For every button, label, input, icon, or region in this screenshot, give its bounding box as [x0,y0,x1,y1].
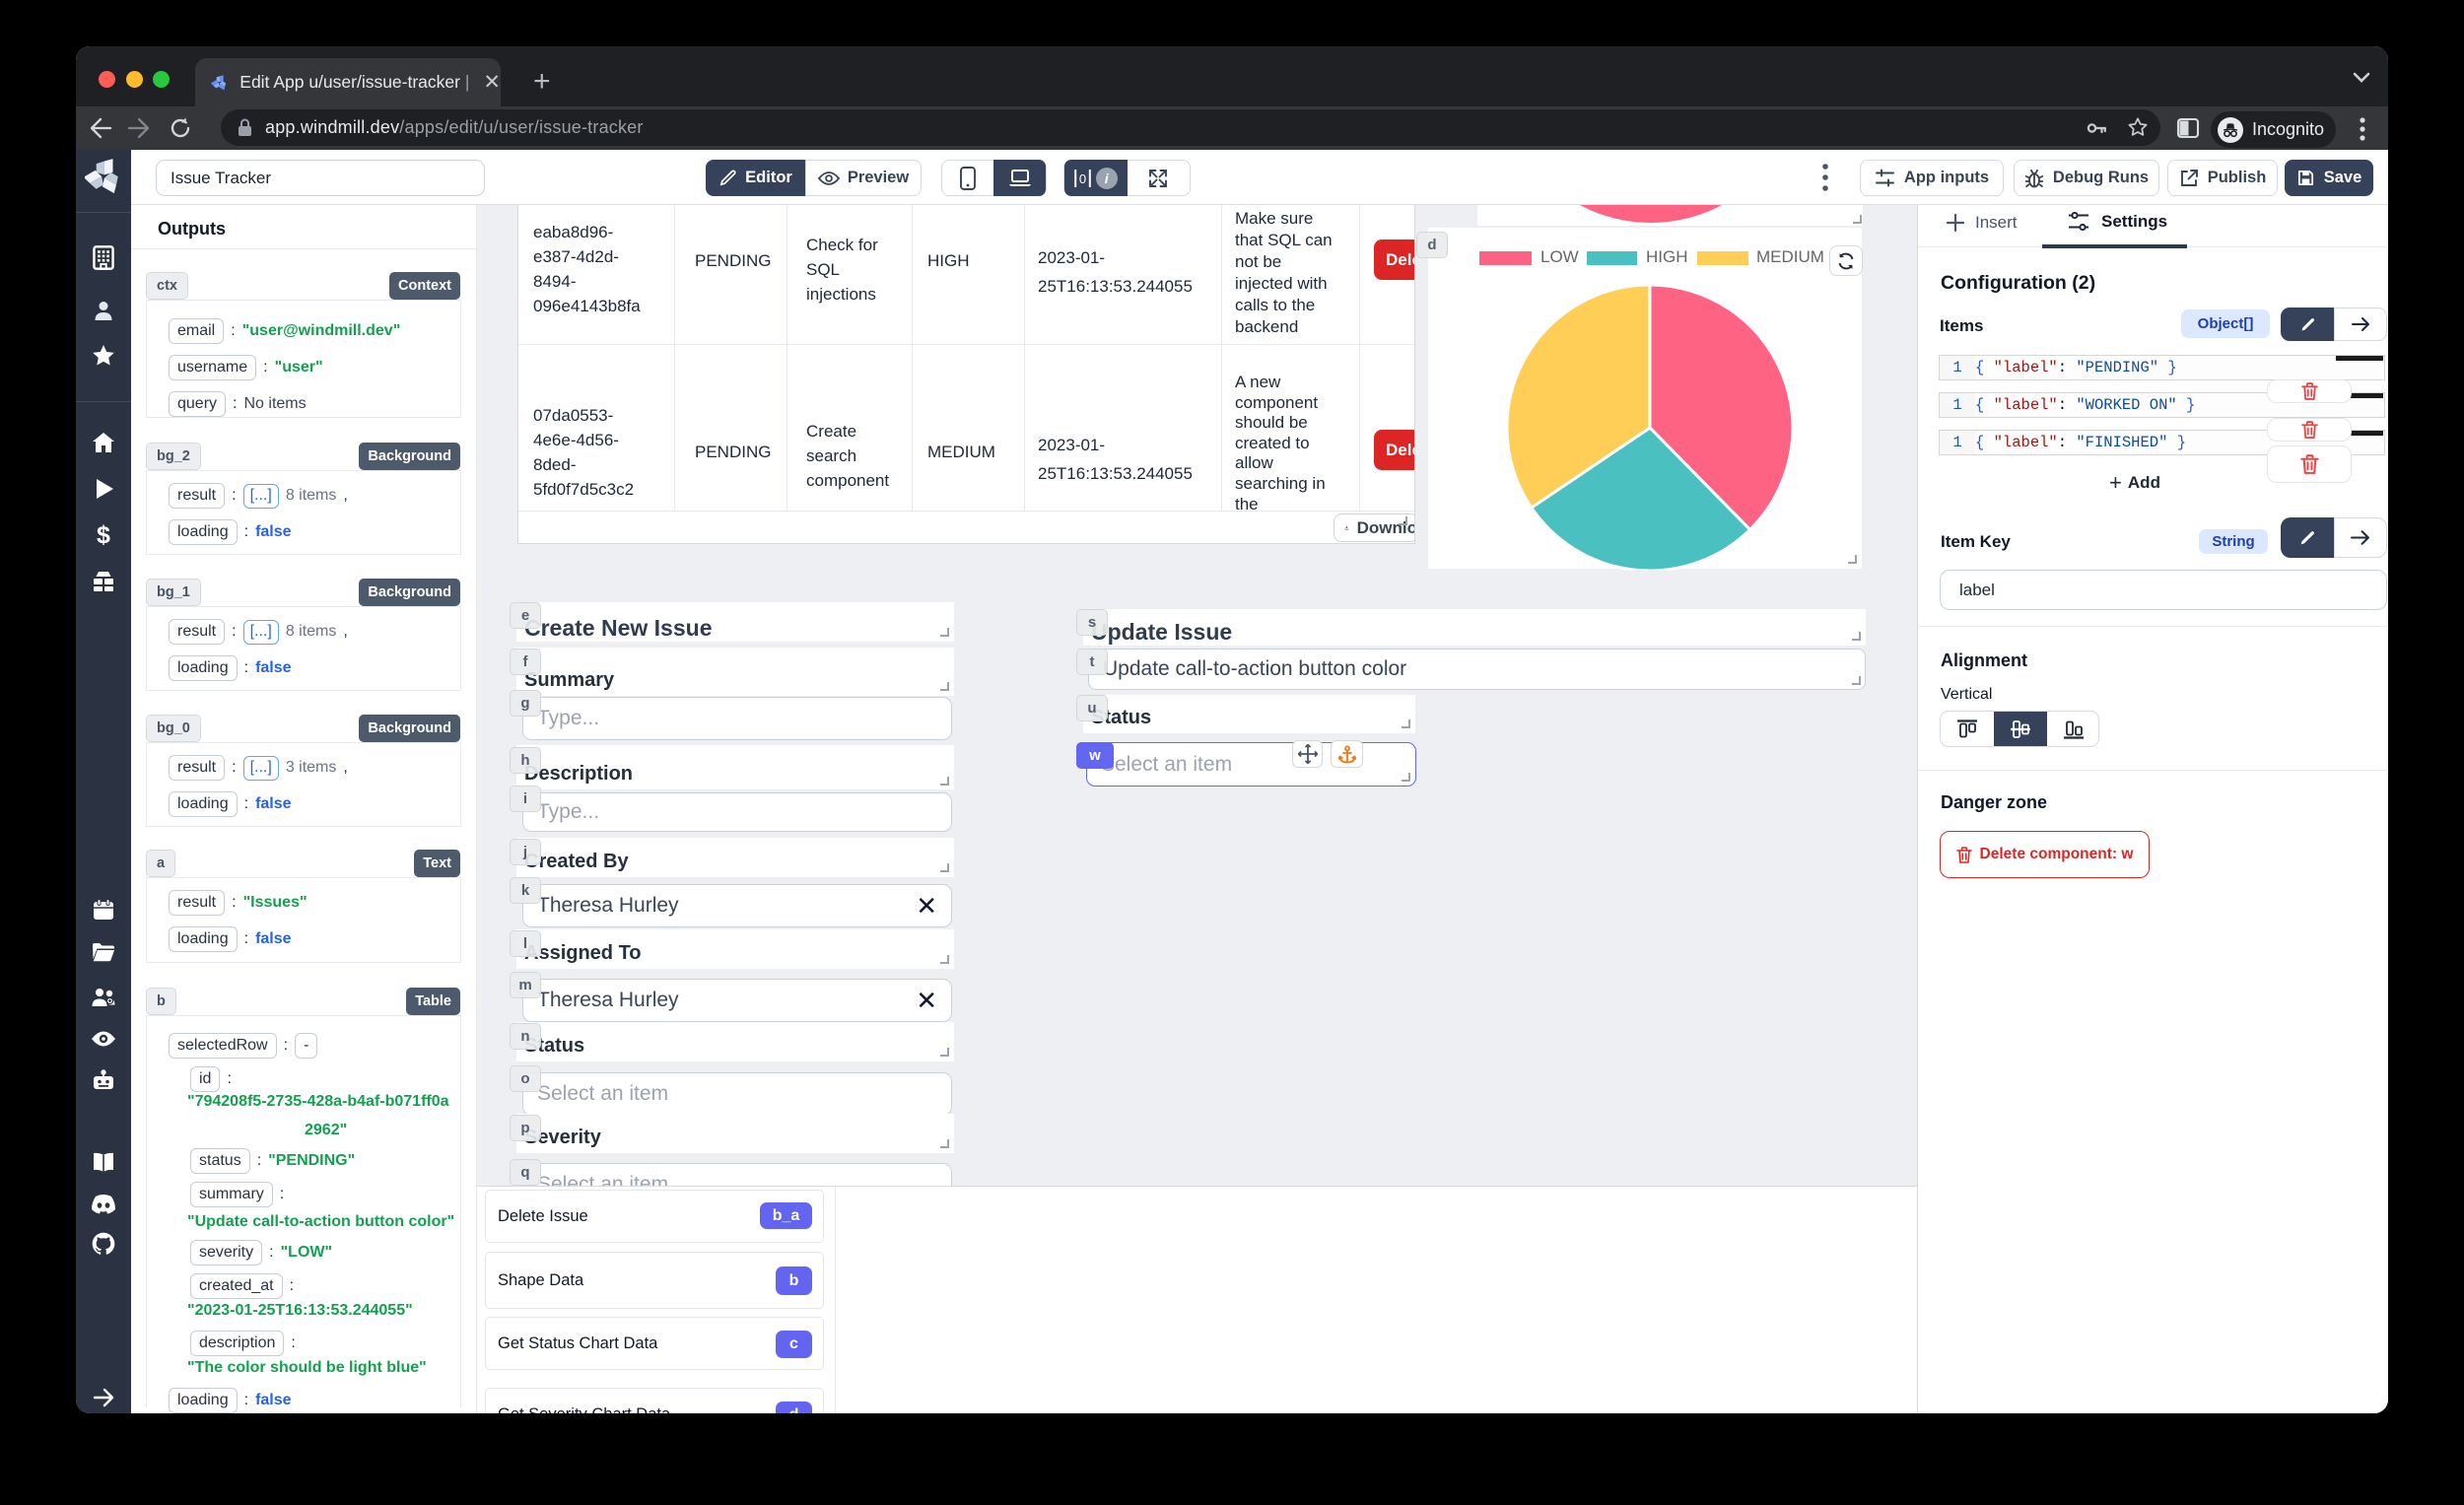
svg-text:0: 0 [1079,171,1086,186]
